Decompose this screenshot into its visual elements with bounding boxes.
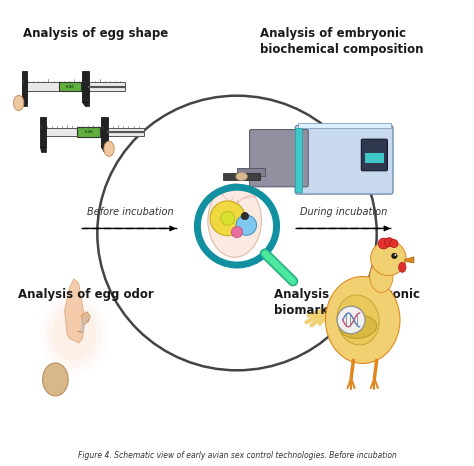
Circle shape: [384, 238, 394, 247]
FancyBboxPatch shape: [250, 130, 308, 187]
Ellipse shape: [370, 260, 393, 293]
Circle shape: [236, 215, 256, 235]
Polygon shape: [82, 102, 90, 106]
Text: During incubation: During incubation: [301, 207, 388, 217]
Ellipse shape: [40, 293, 108, 375]
FancyBboxPatch shape: [361, 139, 387, 171]
Circle shape: [241, 212, 249, 220]
Polygon shape: [65, 279, 84, 343]
Ellipse shape: [399, 262, 406, 272]
Polygon shape: [101, 147, 108, 151]
Text: Before incubation: Before incubation: [87, 207, 173, 217]
Ellipse shape: [326, 276, 400, 363]
Text: Analysis of egg odor: Analysis of egg odor: [18, 288, 154, 301]
Ellipse shape: [46, 299, 102, 368]
Polygon shape: [40, 147, 46, 151]
FancyBboxPatch shape: [295, 125, 393, 194]
Circle shape: [392, 253, 397, 259]
Circle shape: [337, 306, 365, 334]
FancyBboxPatch shape: [82, 71, 90, 102]
Text: Figure 4. Schematic view of early avian sex control technologies. Before incubat: Figure 4. Schematic view of early avian …: [78, 451, 396, 459]
Circle shape: [199, 189, 275, 264]
Circle shape: [231, 226, 243, 238]
FancyBboxPatch shape: [223, 172, 260, 180]
FancyBboxPatch shape: [41, 128, 144, 137]
Text: Analysis of embryonic
biochemical composition: Analysis of embryonic biochemical compos…: [260, 27, 424, 56]
Ellipse shape: [14, 96, 24, 110]
FancyBboxPatch shape: [101, 117, 108, 147]
FancyBboxPatch shape: [237, 168, 265, 176]
FancyBboxPatch shape: [298, 123, 391, 128]
Text: Analysis of embryonic
biomarkers: Analysis of embryonic biomarkers: [274, 288, 420, 317]
Ellipse shape: [339, 315, 377, 338]
Circle shape: [394, 254, 396, 256]
FancyBboxPatch shape: [295, 128, 302, 192]
Circle shape: [221, 212, 235, 225]
Text: 0.00: 0.00: [66, 84, 74, 89]
FancyBboxPatch shape: [40, 117, 46, 147]
Ellipse shape: [236, 172, 247, 180]
Circle shape: [390, 240, 398, 247]
Ellipse shape: [43, 363, 68, 396]
Ellipse shape: [52, 306, 96, 361]
FancyBboxPatch shape: [22, 71, 27, 102]
Polygon shape: [405, 257, 414, 263]
FancyBboxPatch shape: [59, 82, 81, 91]
FancyBboxPatch shape: [23, 82, 125, 91]
FancyBboxPatch shape: [77, 127, 100, 137]
Polygon shape: [22, 102, 27, 106]
Text: Analysis of egg shape: Analysis of egg shape: [23, 27, 168, 40]
Circle shape: [378, 238, 389, 249]
Polygon shape: [81, 312, 91, 324]
Ellipse shape: [208, 184, 262, 257]
Ellipse shape: [104, 141, 114, 156]
FancyBboxPatch shape: [365, 153, 384, 163]
Circle shape: [210, 201, 246, 236]
Text: 0.00: 0.00: [84, 130, 93, 134]
Ellipse shape: [337, 295, 379, 345]
Circle shape: [371, 241, 406, 275]
